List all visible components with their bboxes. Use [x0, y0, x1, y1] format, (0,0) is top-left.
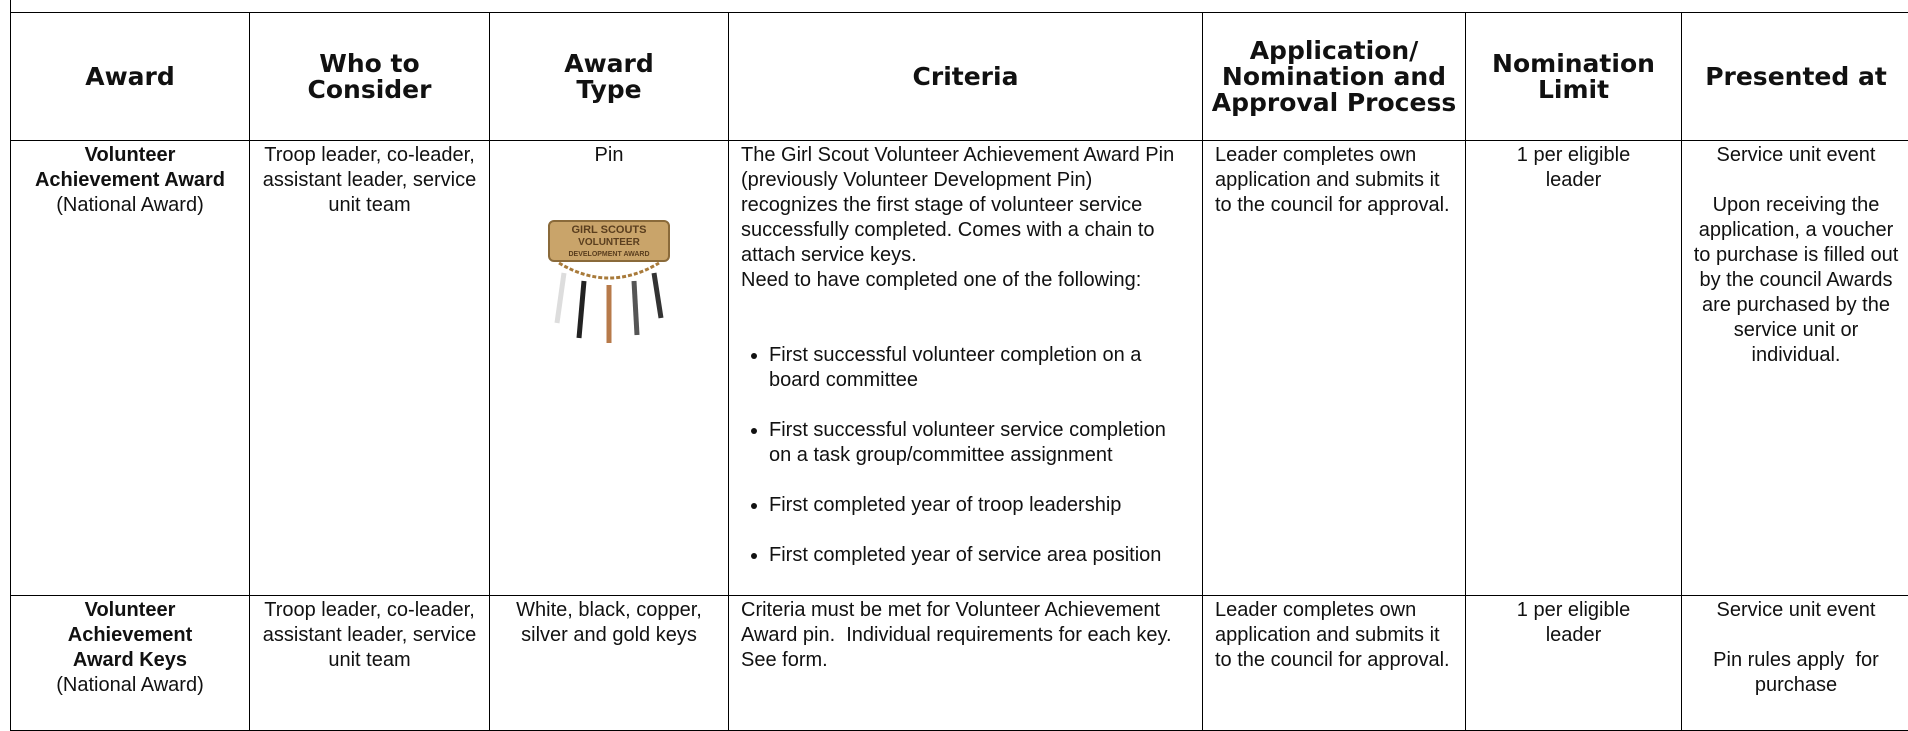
criteria-text: The Girl Scout Volunteer Achievement Awa… — [741, 143, 1190, 268]
presented-text: Service unit event — [1688, 143, 1904, 168]
criteria-item: First completed year of service area pos… — [769, 543, 1190, 568]
criteria-intro: Need to have completed one of the follow… — [741, 268, 1190, 293]
award-note: (National Award) — [23, 193, 237, 218]
cell: Service unit event Upon receiving the app… — [1682, 141, 1908, 596]
header-row: Award Who to Consider Award Type Criteri… — [11, 13, 1908, 141]
cell: Pin GIRL SCOUTS VOLUNTEER DEVELOPMENT AW… — [490, 141, 729, 596]
award-note: (National Award) — [23, 673, 237, 698]
awards-table: Award Who to Consider Award Type Criteri… — [10, 12, 1908, 731]
award-name: Volunteer Achievement Award Keys — [23, 598, 237, 673]
cell: Leader completes own application and sub… — [1203, 596, 1466, 731]
pin-image: GIRL SCOUTS VOLUNTEER DEVELOPMENT AWARD — [539, 213, 679, 353]
cell: Service unit event Pin rules apply for pu… — [1682, 596, 1908, 731]
award-type: Pin — [502, 143, 716, 168]
cell: Criteria must be met for Volunteer Achie… — [729, 596, 1203, 731]
cell: Volunteer Achievement Award(National Awa… — [11, 141, 250, 596]
presented-text: Service unit event — [1688, 598, 1904, 623]
cell: White, black, copper, silver and gold ke… — [490, 596, 729, 731]
award-name: Volunteer Achievement Award — [23, 143, 237, 193]
cell: Troop leader, co-leader, assistant leade… — [250, 141, 490, 596]
presented-text: Pin rules apply for purchase — [1688, 648, 1904, 698]
badge-text: DEVELOPMENT AWARD — [568, 251, 649, 258]
header: Presented at — [1682, 13, 1908, 141]
row: Volunteer Achievement Award Keys(Nationa… — [11, 596, 1908, 731]
badge-text: GIRL SCOUTS — [572, 224, 647, 236]
presented-text: Upon receiving the application, a vouche… — [1688, 193, 1904, 368]
cell: Troop leader, co-leader, assistant leade… — [250, 596, 490, 731]
cell: 1 per eligible leader — [1466, 596, 1682, 731]
badge-text: VOLUNTEER — [578, 237, 640, 248]
border — [10, 0, 11, 12]
criteria-list: First successful volunteer completion on… — [741, 318, 1190, 593]
cell: Volunteer Achievement Award Keys(Nationa… — [11, 596, 250, 731]
header: Criteria — [729, 13, 1203, 141]
criteria-item: First successful volunteer completion on… — [769, 343, 1190, 393]
criteria-item: First completed year of troop leadership — [769, 493, 1190, 518]
header: Application/ Nomination and Approval Pro… — [1203, 13, 1466, 141]
row: Volunteer Achievement Award(National Awa… — [11, 141, 1908, 596]
cell: 1 per eligible leader — [1466, 141, 1682, 596]
cell: Leader completes own application and sub… — [1203, 141, 1466, 596]
header: Who to Consider — [250, 13, 490, 141]
header: Award Type — [490, 13, 729, 141]
criteria-item: First successful volunteer service compl… — [769, 418, 1190, 468]
header: Award — [11, 13, 250, 141]
cell: The Girl Scout Volunteer Achievement Awa… — [729, 141, 1203, 596]
header: Nomination Limit — [1466, 13, 1682, 141]
